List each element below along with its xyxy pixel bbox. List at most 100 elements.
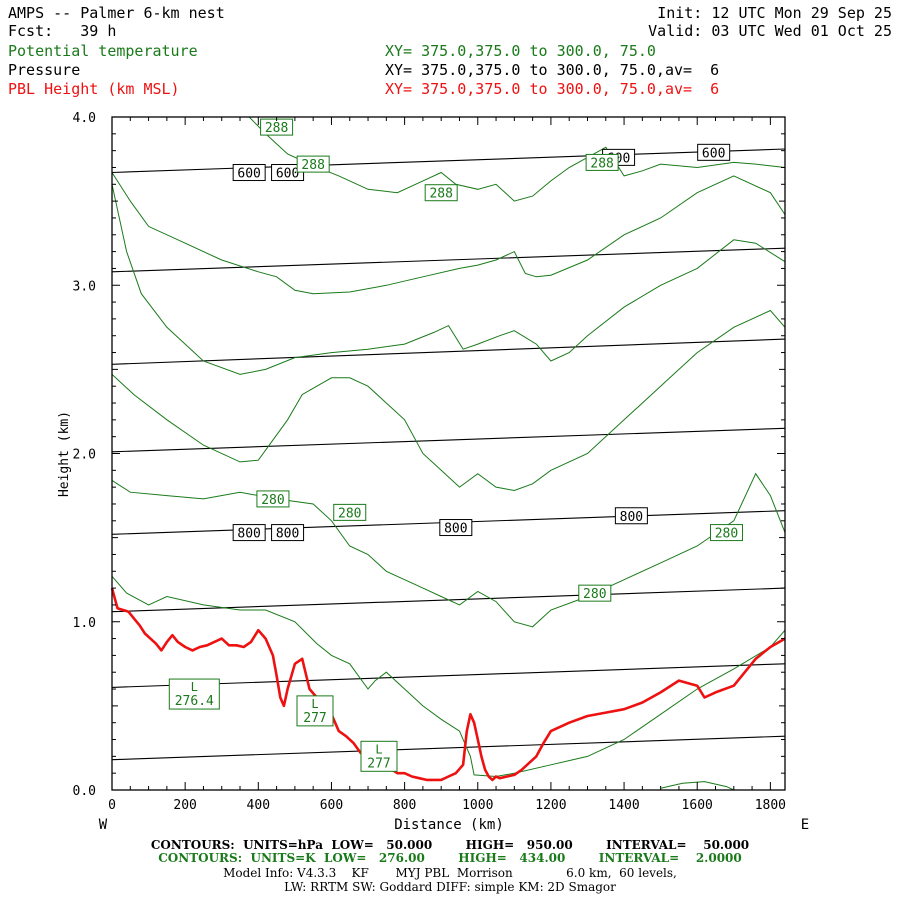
pressure-contour-650-hpa [111,247,786,273]
footer-physics-info: LW: RRTM SW: Goddard DIFF: simple KM: 2D… [284,880,616,894]
xy-potential-temperature: XY= 375.0,375.0 to 300.0, 75.0 [385,42,656,60]
field-pressure: Pressure [8,61,81,79]
theta-contour-284-k [111,309,786,492]
theta-label-2-box [424,184,458,202]
theta-label-4-text: 280 [261,493,284,508]
pressure-contour-900-hpa [111,663,786,688]
pressure-label-5: 800 [271,524,305,542]
pressure-label-3-text: 600 [702,146,725,161]
theta-label-5-text: 280 [338,506,361,521]
low-label-0-box [168,678,220,710]
y-axis-label: Height (km) [57,411,72,497]
theta-label-7: 280 [709,524,743,542]
theta-label-2-text: 288 [429,187,452,202]
pressure-label-0-text: 600 [237,167,260,182]
theta-contour-282-k [111,472,786,628]
x-axis-east-label: E [801,817,809,833]
x-tick-label-1800: 1800 [755,798,786,813]
theta-label-4: 280 [256,490,290,508]
footer-model-info: Model Info: V4.3.3 KF MYJ PBL Morrison 6… [223,866,677,880]
pressure-contours [111,148,786,761]
pressure-label-4-box [232,524,266,542]
y-tick-label-3-0: 3.0 [73,279,96,294]
theta-label-6-box [578,584,612,602]
x-tick-label-400: 400 [247,798,270,813]
low-label-2-letter: L [375,742,382,756]
x-axis-west-label: W [99,817,108,833]
y-tick-label-4-0: 4.0 [73,111,96,126]
theta-label-1: 288 [296,155,330,173]
pressure-label-7: 800 [614,507,648,525]
theta-label-3-box [585,153,619,171]
theta-label-4-box [256,490,290,508]
x-tick-label-1000: 1000 [462,798,493,813]
pressure-contour-950-hpa [111,735,786,761]
theta-label-5: 280 [333,503,367,521]
theta-label-7-box [709,524,743,542]
pressure-contour-700-hpa [111,338,786,365]
field-pbl-height: PBL Height (km MSL) [8,80,180,98]
pressure-label-5-box [271,524,305,542]
y-tick-label-2-0: 2.0 [73,448,96,463]
theta-label-6: 280 [578,584,612,602]
theta-contour-280-k [111,575,786,778]
low-label-1-letter: L [311,697,318,711]
pressure-label-6-text: 800 [444,522,467,537]
theta-label-7-text: 280 [715,527,738,542]
pressure-label-0: 600 [232,164,266,182]
title: AMPS -- Palmer 6-km nest [8,4,225,22]
pressure-label-6: 800 [439,519,473,537]
low-label-0-value: 276.4 [175,694,214,709]
theta-contour-286-k [111,184,786,375]
x-tick-label-600: 600 [320,798,343,813]
theta-label-1-box [296,155,330,173]
low-label-2-box [360,740,398,772]
xy-pressure: XY= 375.0,375.0 to 300.0, 75.0,av= 6 [385,61,720,79]
pressure-label-3: 600 [697,143,731,161]
theta-label-0-text: 288 [265,121,288,136]
x-tick-label-200: 200 [173,798,196,813]
theta-contour-288-k [111,172,786,295]
low-label-2-value: 277 [367,756,390,771]
theta-contour-290-k [248,116,786,202]
x-tick-label-1600: 1600 [682,798,713,813]
pressure-label-0-box [232,164,266,182]
x-tick-label-800: 800 [393,798,416,813]
pressure-label-7-text: 800 [620,510,643,525]
pressure-label-1-text: 600 [276,167,299,182]
theta-label-6-text: 280 [583,587,606,602]
xy-pbl-height: XY= 375.0,375.0 to 300.0, 75.0,av= 6 [385,80,720,98]
pressure-contour-600-hpa [111,148,786,174]
pressure-label-5-text: 800 [276,527,299,542]
y-tick-label-1-0: 1.0 [73,616,96,631]
footer-theta-contours: CONTOURS: UNITS=K LOW= 276.00 HIGH= 434.… [158,851,742,865]
x-tick-label-1200: 1200 [535,798,566,813]
pressure-label-4: 800 [232,524,266,542]
x-tick-label-1400: 1400 [608,798,639,813]
low-label-1-box [296,695,334,727]
init-time: Init: 12 UTC Mon 29 Sep 25 [657,4,892,22]
x-axis-label: Distance (km) [394,817,504,833]
theta-label-3-text: 288 [590,156,613,171]
theta-label-2: 288 [424,184,458,202]
pressure-label-6-box [439,519,473,537]
theta-label-5-box [333,503,367,521]
theta-label-3: 288 [585,153,619,171]
x-tick-label-0: 0 [108,798,116,813]
theta-contour-278-k [660,781,735,791]
cross-section-chart: 600 600 600 600 800 800 800 800 288 288 288 288 280 2… [57,111,809,833]
y-tick-label-0-0: 0.0 [73,784,96,799]
theta-label-1-text: 288 [301,158,324,173]
forecast-hour: Fcst: 39 h [8,22,117,40]
pressure-contour-750-hpa [111,427,786,453]
pressure-label-4-text: 800 [237,527,260,542]
pressure-label-3-box [697,143,731,161]
axes: 0 200 400 600 800 1000 1200 1400 1600 1800 0.0 1.0 2… [73,111,787,813]
field-potential-temperature: Potential temperature [8,42,198,60]
low-label-1-value: 277 [303,711,326,726]
low-label-0-letter: L [191,680,198,694]
valid-time: Valid: 03 UTC Wed 01 Oct 25 [648,22,892,40]
